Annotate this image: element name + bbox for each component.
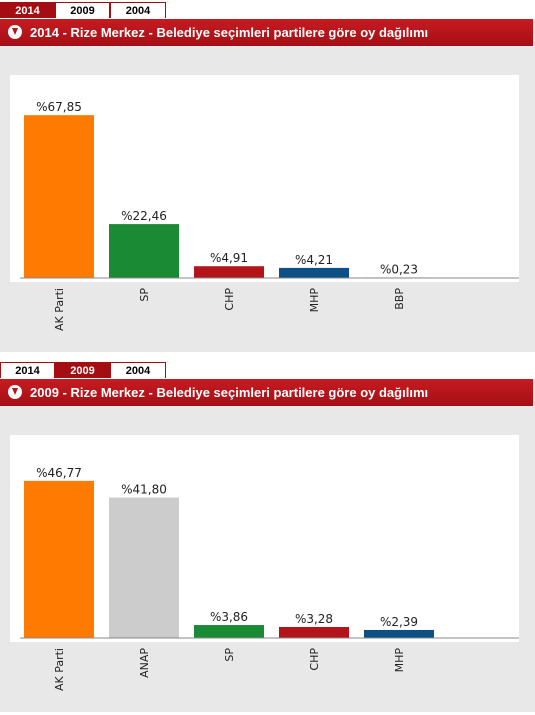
- data-label: %2,39: [380, 615, 418, 629]
- chart-header: 2014 - Rize Merkez - Belediye seçimleri …: [0, 19, 535, 46]
- bar-mhp[interactable]: [364, 629, 434, 638]
- plot-background: [10, 75, 519, 282]
- bar-ak-parti[interactable]: [24, 115, 94, 278]
- bar-chart: %67,85 AK Parti %22,46 SP %4,91 CHP %4,21 MHP %0…: [10, 75, 519, 331]
- year-tabs: 2014 2009 2004: [0, 360, 535, 379]
- data-label: %4,91: [210, 251, 248, 265]
- tab-2014[interactable]: 2014: [0, 2, 55, 18]
- plot-background: [10, 435, 519, 642]
- chart-title: 2014 - Rize Merkez - Belediye seçimleri …: [30, 25, 429, 40]
- data-label: %3,28: [295, 612, 333, 626]
- data-label: %41,80: [121, 483, 167, 497]
- category-label: CHP: [308, 648, 321, 671]
- bar-chart: %46,77 AK Parti %41,80 ANAP %3,86 SP %3,28 CHP%…: [10, 435, 519, 691]
- panel-2014: 2014 2009 2004 2014 - Rize Merkez - Bele…: [0, 0, 535, 352]
- category-label: ANAP: [138, 648, 151, 678]
- category-label: SP: [138, 288, 151, 302]
- panel-2009: 2014 2009 2004 2009 - Rize Merkez - Bele…: [0, 360, 535, 712]
- data-label: %46,77: [36, 466, 82, 480]
- chart-area: %46,77 AK Parti %41,80 ANAP %3,86 SP %3,28 CHP%…: [0, 406, 535, 712]
- tab-2004[interactable]: 2004: [110, 2, 166, 18]
- tab-2009[interactable]: 2009: [55, 362, 110, 378]
- year-tabs: 2014 2009 2004: [0, 0, 535, 19]
- category-label: BBP: [393, 288, 406, 310]
- data-label: %3,86: [210, 610, 248, 624]
- category-label: AK Parti: [53, 288, 66, 331]
- tab-2014[interactable]: 2014: [0, 362, 55, 378]
- tab-2009[interactable]: 2009: [55, 2, 110, 18]
- chart-area: %67,85 AK Parti %22,46 SP %4,91 CHP %4,21 MHP %0…: [0, 46, 535, 352]
- bar-sp[interactable]: [194, 625, 264, 638]
- category-label: MHP: [393, 648, 406, 673]
- category-label: CHP: [223, 288, 236, 311]
- bar-mhp[interactable]: [279, 267, 349, 278]
- bar-anap[interactable]: [109, 497, 179, 638]
- down-arrow-icon[interactable]: [8, 25, 22, 39]
- category-label: SP: [223, 648, 236, 662]
- bar-chp[interactable]: [194, 266, 264, 278]
- category-label: MHP: [308, 288, 321, 313]
- data-label: %4,21: [295, 253, 333, 267]
- bar-sp[interactable]: [109, 224, 179, 278]
- chart-title: 2009 - Rize Merkez - Belediye seçimleri …: [30, 385, 429, 400]
- category-label: AK Parti: [53, 648, 66, 691]
- bar-ak-parti[interactable]: [24, 480, 94, 638]
- data-label: %67,85: [36, 100, 82, 114]
- tab-2004[interactable]: 2004: [110, 362, 166, 378]
- bar-chp[interactable]: [279, 626, 349, 638]
- chart-header: 2009 - Rize Merkez - Belediye seçimleri …: [0, 379, 535, 406]
- down-arrow-icon[interactable]: [8, 385, 22, 399]
- data-label: %22,46: [121, 209, 167, 223]
- data-label: %0,23: [380, 262, 418, 276]
